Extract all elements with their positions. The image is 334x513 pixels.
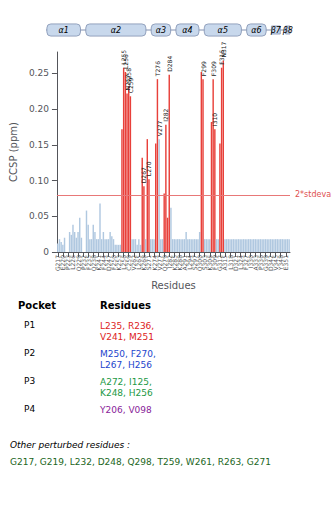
svg-text:V262: V262 <box>130 255 138 271</box>
svg-text:V241, M251: V241, M251 <box>100 332 154 342</box>
svg-text:G217, G219, L232, D248, Q298,: G217, G219, L232, D248, Q298, T259, W261… <box>10 457 271 467</box>
svg-text:V277: V277 <box>155 255 163 271</box>
svg-text:P1: P1 <box>24 320 35 330</box>
svg-text:CCSP (ppm): CCSP (ppm) <box>8 122 19 182</box>
svg-text:S297: S297 <box>191 255 199 271</box>
svg-text:F244: F244 <box>99 255 107 270</box>
svg-text:N317: N317 <box>220 41 227 57</box>
svg-text:α6: α6 <box>251 26 261 35</box>
svg-text:S303: S303 <box>201 255 209 271</box>
svg-text:K248, H256: K248, H256 <box>100 388 153 398</box>
svg-text:V277: V277 <box>155 120 163 137</box>
svg-text:G339: G339 <box>262 255 269 272</box>
svg-text:C259: C259 <box>127 77 134 93</box>
svg-text:α5: α5 <box>218 26 228 35</box>
svg-text:D247: D247 <box>104 255 112 272</box>
svg-text:β7: β7 <box>270 26 282 35</box>
svg-text:P4: P4 <box>24 404 35 414</box>
svg-text:I282: I282 <box>165 255 173 269</box>
svg-text:D342: D342 <box>267 255 275 272</box>
svg-text:Q238: Q238 <box>89 255 97 272</box>
svg-text:Other perturbed residues :: Other perturbed residues : <box>10 440 130 450</box>
svg-text:F309: F309 <box>210 61 217 76</box>
svg-text:0.15: 0.15 <box>29 140 49 150</box>
svg-text:L267, H256: L267, H256 <box>100 360 152 370</box>
svg-text:K274: K274 <box>150 255 158 271</box>
svg-text:Pocket: Pocket <box>18 300 56 311</box>
svg-text:F235: F235 <box>84 255 92 270</box>
svg-text:S258: S258 <box>125 68 133 84</box>
svg-text:C259: C259 <box>125 255 133 271</box>
svg-text:A333: A333 <box>251 255 259 271</box>
svg-text:L270: L270 <box>145 161 152 176</box>
svg-text:Residues: Residues <box>100 300 151 311</box>
svg-text:2*stdeva: 2*stdeva <box>295 190 331 199</box>
svg-text:F299: F299 <box>200 61 207 76</box>
svg-text:V345: V345 <box>272 255 280 271</box>
svg-text:G312: G312 <box>216 255 224 272</box>
svg-text:β8: β8 <box>282 26 293 35</box>
svg-text:Residues: Residues <box>151 280 196 291</box>
svg-text:Q229: Q229 <box>74 255 82 272</box>
svg-text:F250: F250 <box>110 255 117 270</box>
svg-text:D321: D321 <box>231 255 239 272</box>
svg-text:K253: K253 <box>115 255 123 271</box>
svg-text:I330: I330 <box>246 255 254 269</box>
svg-text:I310: I310 <box>211 113 218 126</box>
svg-text:E220: E220 <box>59 255 67 271</box>
svg-text:P2: P2 <box>24 348 35 358</box>
svg-text:Q300: Q300 <box>196 255 204 272</box>
svg-text:L226: L226 <box>69 255 77 270</box>
svg-text:L235, R236,: L235, R236, <box>100 321 154 331</box>
svg-text:Q279: Q279 <box>160 255 168 272</box>
svg-text:L294: L294 <box>186 255 193 270</box>
svg-text:F309: F309 <box>211 255 219 270</box>
svg-text:M250, F270,: M250, F270, <box>100 349 156 359</box>
svg-text:L324: L324 <box>236 255 244 270</box>
svg-text:L318: L318 <box>226 255 234 270</box>
svg-text:0.10: 0.10 <box>29 176 49 186</box>
svg-text:Y206, V098: Y206, V098 <box>99 405 152 415</box>
svg-text:0: 0 <box>43 247 49 257</box>
svg-text:K285: K285 <box>170 255 178 271</box>
svg-text:P232: P232 <box>79 255 87 271</box>
svg-text:0.25: 0.25 <box>29 68 49 78</box>
svg-text:L256: L256 <box>122 54 129 69</box>
svg-text:α2: α2 <box>111 26 121 35</box>
svg-text:L256: L256 <box>120 255 128 270</box>
svg-text:α4: α4 <box>182 26 192 35</box>
svg-text:A291: A291 <box>180 255 188 271</box>
svg-text:K306: K306 <box>206 255 214 271</box>
svg-text:A315: A315 <box>221 255 229 271</box>
svg-text:0.05: 0.05 <box>29 211 49 221</box>
svg-text:K288: K288 <box>175 255 183 271</box>
svg-text:α3: α3 <box>156 26 166 35</box>
svg-text:K241: K241 <box>94 255 102 271</box>
svg-text:T276: T276 <box>154 61 161 77</box>
svg-text:S271: S271 <box>145 255 153 271</box>
svg-text:D284: D284 <box>166 56 173 72</box>
svg-text:E351: E351 <box>282 255 289 270</box>
svg-text:L265: L265 <box>135 255 143 270</box>
svg-text:0.20: 0.20 <box>29 104 49 114</box>
svg-text:Y348: Y348 <box>277 255 285 271</box>
svg-text:D267: D267 <box>140 167 148 184</box>
svg-text:P336: P336 <box>256 255 264 271</box>
svg-text:K268: K268 <box>140 255 148 271</box>
svg-text:P3: P3 <box>24 376 35 386</box>
svg-text:P223: P223 <box>64 255 72 271</box>
svg-text:F327: F327 <box>241 255 249 270</box>
svg-text:α1: α1 <box>58 26 68 35</box>
svg-text:A272, I125,: A272, I125, <box>100 377 152 387</box>
svg-text:G217: G217 <box>54 255 62 272</box>
svg-text:I282: I282 <box>162 108 169 121</box>
